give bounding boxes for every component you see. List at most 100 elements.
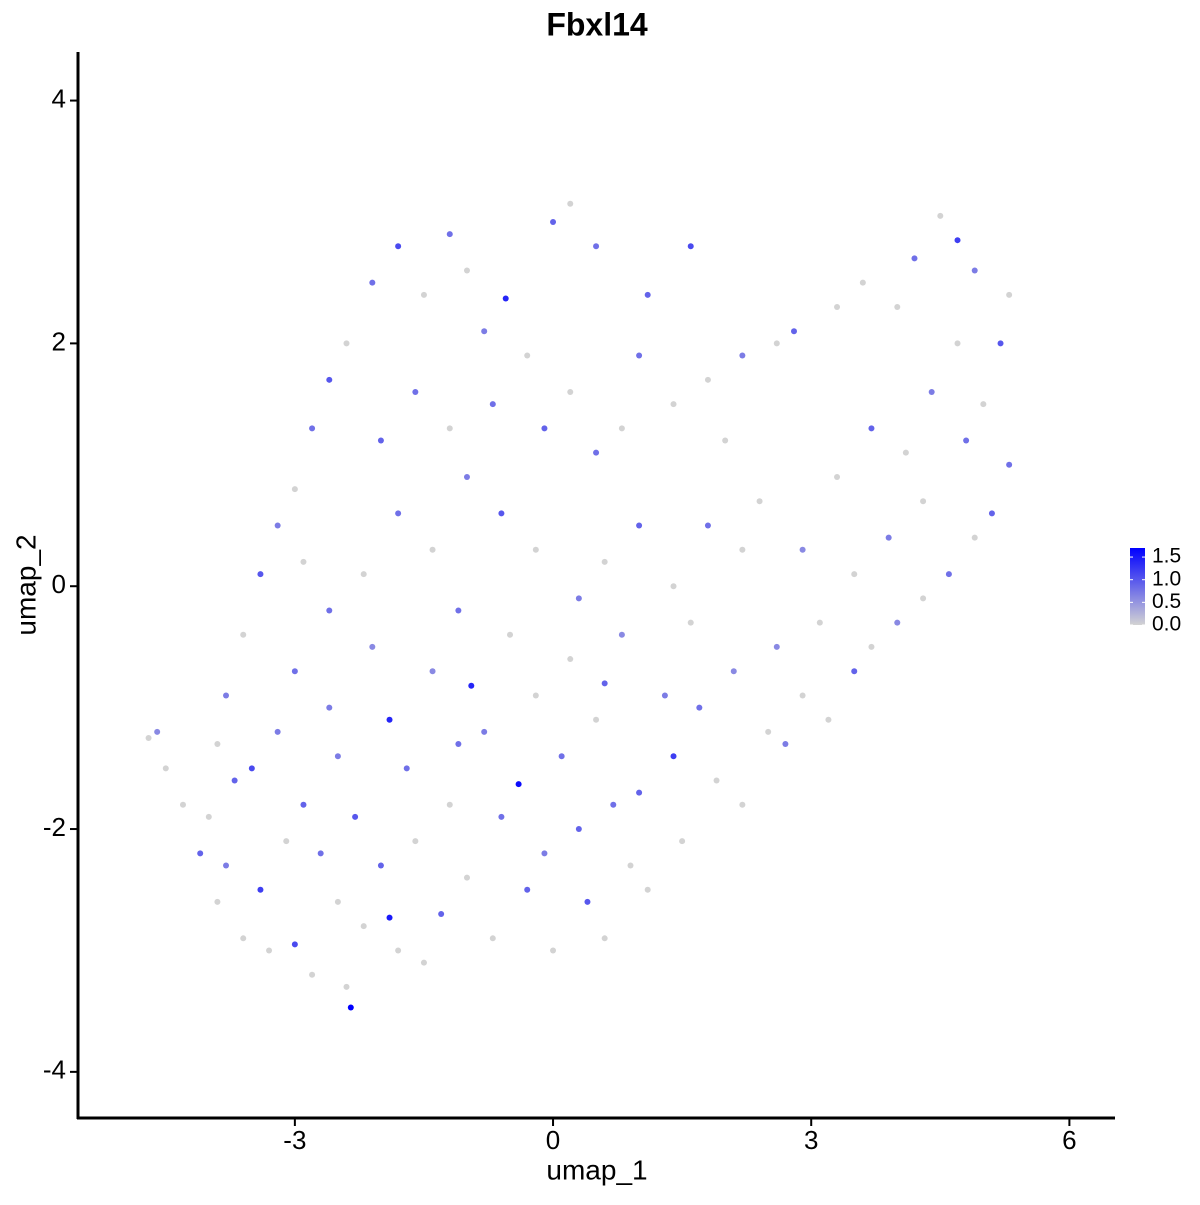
point [868,643,875,650]
point [894,303,901,310]
point [601,935,608,942]
point [704,522,711,529]
y-tick-label: 0 [52,569,66,599]
point [954,237,961,244]
point [618,425,625,432]
point [670,753,677,760]
point [386,914,393,921]
point [291,486,298,493]
point [618,631,625,638]
point [326,376,333,383]
point [902,449,909,456]
point [438,911,445,918]
point [498,813,505,820]
point [231,777,238,784]
point [920,498,927,505]
point [429,546,436,553]
point [567,200,574,207]
point [687,619,694,626]
point [670,583,677,590]
point [257,571,264,578]
point [550,218,557,225]
colorbar-label: 1.5 [1152,545,1181,568]
point [446,801,453,808]
point [782,741,789,748]
point [240,935,247,942]
point [945,571,952,578]
point [937,212,944,219]
point [377,862,384,869]
point [507,631,514,638]
point [257,886,264,893]
point [326,607,333,614]
point [403,765,410,772]
point [468,682,475,689]
point [636,522,643,529]
point [498,510,505,517]
chart-title: Fbxl14 [546,6,648,42]
x-tick-label: 0 [546,1125,560,1155]
point [601,558,608,565]
point [395,243,402,250]
point [412,838,419,845]
point [300,801,307,808]
point [347,1004,354,1011]
point [420,959,427,966]
point [816,619,823,626]
point [954,340,961,347]
point [240,631,247,638]
point [463,874,470,881]
y-tick-label: -4 [43,1055,66,1085]
point [773,340,780,347]
point [429,668,436,675]
point [369,279,376,286]
point [317,850,324,857]
point [593,716,600,723]
point [739,352,746,359]
point [502,295,509,302]
point [894,619,901,626]
point [593,243,600,250]
point [197,850,204,857]
point [773,643,780,650]
point [145,734,152,741]
point [799,692,806,699]
point [326,704,333,711]
point [851,668,858,675]
point [352,813,359,820]
point [360,571,367,578]
point [214,898,221,905]
point [266,947,273,954]
point [670,401,677,408]
y-tick-label: 2 [52,326,66,356]
point [644,291,651,298]
y-tick-label: -2 [43,812,66,842]
x-tick-label: -3 [283,1125,306,1155]
point [636,789,643,796]
point [334,753,341,760]
point [386,716,393,723]
x-tick-label: 3 [804,1125,818,1155]
point [885,534,892,541]
point [420,291,427,298]
point [300,558,307,565]
point [395,510,402,517]
point [627,862,634,869]
point [223,862,230,869]
point [859,279,866,286]
point [223,692,230,699]
point [928,388,935,395]
point [636,352,643,359]
point [567,388,574,395]
point [395,947,402,954]
point [463,267,470,274]
point [756,498,763,505]
point [704,376,711,383]
point [911,255,918,262]
point [541,425,548,432]
point [274,522,281,529]
point [455,607,462,614]
point [541,850,548,857]
point [377,437,384,444]
colorbar-label: 0.0 [1152,613,1181,636]
